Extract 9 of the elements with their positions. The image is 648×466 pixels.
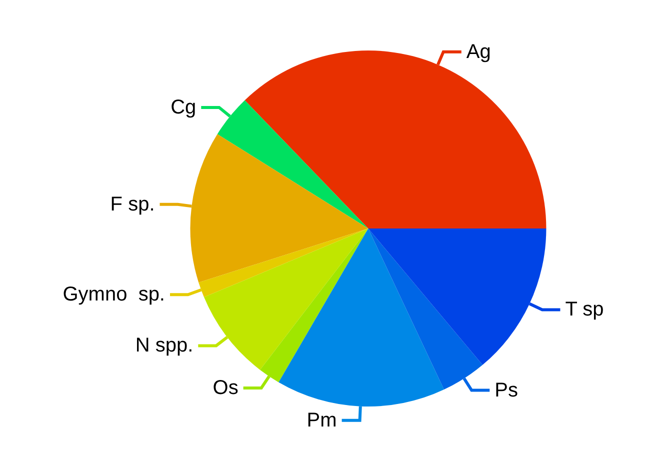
slice-label: Gymno sp. [62, 284, 166, 306]
slice-label: Os [212, 376, 238, 399]
slice-label: Ag [466, 40, 491, 63]
slice-label: Pm [306, 409, 337, 432]
slice-label: T sp [565, 298, 604, 321]
slice-label: Ps [494, 379, 518, 402]
slice-label: F sp. [110, 193, 155, 216]
slice-label: Cg [170, 96, 196, 119]
slice-label: N spp. [135, 334, 194, 357]
